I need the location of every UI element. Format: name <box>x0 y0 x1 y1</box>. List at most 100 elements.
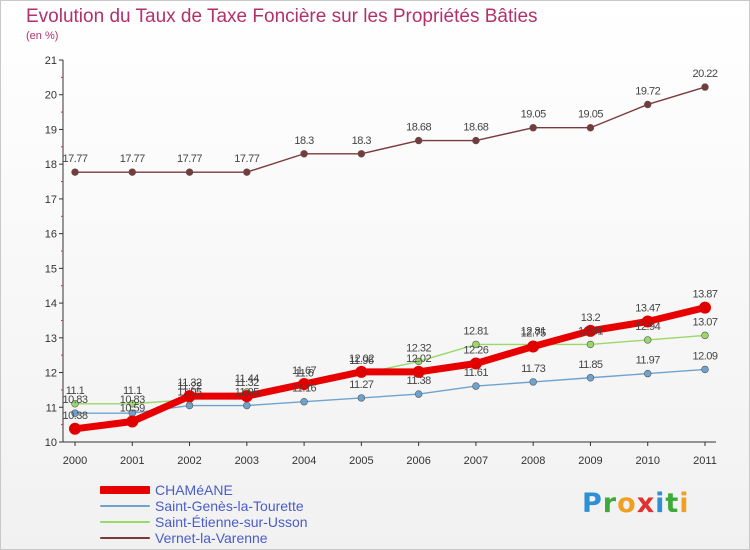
y-tick-label: 13 <box>45 333 57 345</box>
series-line-0 <box>71 304 709 433</box>
data-label-2: 12.32 <box>406 342 431 354</box>
data-label-2: 12.94 <box>635 321 660 333</box>
data-label-1: 12.09 <box>692 350 717 362</box>
logo-letter: r <box>602 488 618 519</box>
data-label-0: 11.67 <box>292 365 317 377</box>
data-label-0: 13.2 <box>581 312 601 324</box>
data-label-3: 18.68 <box>406 122 431 134</box>
data-point-3 <box>243 168 251 176</box>
data-label-3: 17.77 <box>120 153 145 165</box>
logo-letter: t <box>665 488 680 519</box>
data-label-2: 12.81 <box>463 325 488 337</box>
data-label-0: 12.02 <box>349 353 374 365</box>
data-point-0 <box>126 415 139 428</box>
x-tick-label: 2007 <box>464 455 488 467</box>
data-point-1 <box>357 394 366 402</box>
data-point-3 <box>529 124 537 132</box>
data-point-0 <box>699 301 711 314</box>
data-point-1 <box>472 382 480 390</box>
data-label-0: 12.26 <box>463 345 488 357</box>
x-tick-label: 2011 <box>693 455 717 467</box>
x-tick-label: 2000 <box>63 455 87 467</box>
y-tick-label: 11 <box>46 402 57 414</box>
data-point-0 <box>69 422 81 435</box>
data-point-3 <box>701 83 709 91</box>
data-point-0 <box>527 340 540 353</box>
legend-label: Saint-Genès-la-Tourette <box>155 498 304 514</box>
data-label-1: 11.16 <box>292 383 317 395</box>
data-label-1: 11.73 <box>521 363 546 375</box>
x-tick-label: 2004 <box>292 455 316 467</box>
x-tick-label: 2010 <box>635 455 659 467</box>
logo-letter: x <box>636 488 656 519</box>
data-point-3 <box>71 168 79 176</box>
data-point-1 <box>71 409 79 417</box>
x-tick-label: 2002 <box>177 455 201 467</box>
y-tick-label: 17 <box>45 194 57 206</box>
y-tick-label: 12 <box>45 368 57 380</box>
data-label-2: 11.1 <box>123 385 142 397</box>
data-label-0: 12.75 <box>521 328 546 340</box>
legend-swatch <box>100 537 150 539</box>
data-point-1 <box>414 390 423 398</box>
data-label-1: 11.61 <box>464 367 489 379</box>
data-point-0 <box>584 324 597 337</box>
data-label-3: 17.77 <box>234 153 259 165</box>
data-label-0: 13.87 <box>692 289 717 301</box>
data-point-2 <box>128 400 136 408</box>
legend-swatch <box>100 486 150 494</box>
data-point-3 <box>300 150 308 158</box>
data-label-2: 11.96 <box>349 355 374 367</box>
data-label-3: 18.68 <box>463 122 488 134</box>
legend-label: Vernet-la-Varenne <box>155 530 268 546</box>
data-point-2 <box>701 331 709 340</box>
data-label-3: 18.3 <box>294 135 314 147</box>
data-label-0: 10.59 <box>120 403 145 415</box>
legend-label: Saint-Étienne-sur-Usson <box>155 514 308 530</box>
data-point-0 <box>183 390 196 403</box>
data-label-0: 12.02 <box>406 353 431 365</box>
data-label-0: 13.47 <box>635 302 660 314</box>
data-label-3: 19.05 <box>578 109 603 121</box>
data-point-2 <box>644 336 652 344</box>
x-tick-label: 2009 <box>578 455 602 467</box>
x-tick-label: 2006 <box>406 455 430 467</box>
data-label-3: 19.72 <box>635 85 660 97</box>
y-tick-label: 15 <box>45 263 57 275</box>
series-line-1 <box>74 368 706 414</box>
y-tick-label: 20 <box>45 90 57 102</box>
data-point-3 <box>357 150 366 158</box>
data-point-2 <box>71 400 79 408</box>
x-tick-label: 2003 <box>235 455 259 467</box>
data-point-2 <box>414 357 423 366</box>
logo-letter: i <box>679 488 690 519</box>
data-label-0: 11.32 <box>235 377 260 389</box>
x-tick-label: 2005 <box>349 455 373 467</box>
legend-swatch <box>100 521 150 523</box>
x-tick-label: 2001 <box>120 455 144 467</box>
data-point-0 <box>298 378 311 391</box>
data-label-2: 12.81 <box>521 325 546 337</box>
data-point-1 <box>586 374 595 382</box>
data-point-1 <box>701 365 709 374</box>
legend-swatch <box>100 505 150 507</box>
data-label-1: 11.05 <box>235 387 260 399</box>
chart-subtitle: (en %) <box>26 30 59 42</box>
data-label-2: 11.1 <box>66 385 85 397</box>
y-tick-label: 10 <box>45 437 57 449</box>
logo-letter: P <box>582 488 603 519</box>
data-label-2: 13.07 <box>692 316 717 328</box>
y-tick-label: 14 <box>45 298 57 310</box>
data-point-2 <box>586 340 595 349</box>
data-label-1: 11.27 <box>349 379 374 391</box>
data-point-2 <box>472 340 480 349</box>
data-point-1 <box>644 369 652 378</box>
data-point-1 <box>529 378 537 386</box>
data-label-1: 11.85 <box>578 359 603 371</box>
data-point-0 <box>412 365 425 378</box>
data-point-0 <box>641 315 654 328</box>
data-label-2: 11.44 <box>235 373 260 385</box>
data-label-3: 17.77 <box>62 153 87 165</box>
data-label-3: 19.05 <box>521 109 546 121</box>
